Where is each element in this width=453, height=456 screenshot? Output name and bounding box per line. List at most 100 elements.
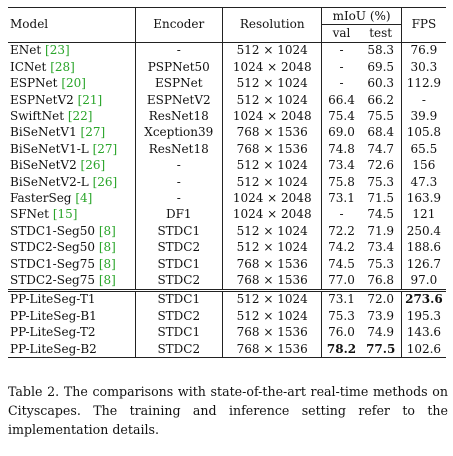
citation-link[interactable]: [15] (52, 207, 78, 222)
citation-link[interactable]: [8] (98, 272, 116, 287)
header-model: Model (8, 7, 136, 43)
cell-model: STDC1-Seg75 [8] (8, 256, 135, 272)
citation-link[interactable]: [27] (92, 141, 118, 156)
cell-fps: 102.6 (400, 340, 446, 359)
cell-resolution: 1024 × 2048 (221, 59, 322, 76)
citation-link[interactable]: [23] (45, 43, 70, 58)
header-row-1: Model Encoder Resolution mIoU (%) FPS (8, 6, 446, 43)
cell-fps: 250.4 (400, 223, 446, 240)
citation-link[interactable]: [8] (98, 240, 116, 255)
table-row: BiSeNetV1 [27] Xception39 768 × 1536 69.0 68… (8, 124, 446, 142)
cell-fps: 188.6 (400, 239, 446, 256)
table-caption: Table 2. The comparisons with state-of-t… (8, 384, 448, 437)
cell-encoder: Xception39 (134, 124, 223, 142)
cell-encoder: ResNet18 (134, 141, 223, 158)
header-resolution: Resolution (221, 7, 322, 43)
cell-model: FasterSeg [4] (8, 190, 135, 206)
cell-resolution: 768 × 1536 (221, 124, 322, 142)
cell-val: 76.0 (321, 324, 361, 341)
cell-encoder: - (134, 41, 223, 60)
cell-test: 66.2 (367, 92, 395, 107)
citation-link[interactable]: [28] (50, 59, 75, 74)
table-body: ENet [23] -512 × 1024-58.3 76.9 ICNet [28] P… (8, 41, 446, 291)
cell-test: 74.9 (367, 325, 395, 340)
table-row: STDC1-Seg75 [8] STDC1 768 × 1536 74.5 75.3 12… (8, 255, 446, 273)
cell-encoder: - (134, 190, 223, 207)
cell-model: BiSeNetV1-L [27] (8, 141, 135, 157)
citation-link[interactable]: [22] (67, 109, 93, 124)
cell-val: 74.8 (321, 141, 361, 158)
cell-val: - (321, 75, 361, 92)
cell-encoder: ESPNetV2 (134, 91, 223, 109)
citation-link[interactable]: [4] (75, 190, 93, 205)
table-row: BiSeNetV1-L [27] ResNet18 768 × 1536 74.8 74… (8, 141, 446, 158)
cell-fps: 156 (400, 157, 446, 174)
cell-encoder: ESPNet (134, 75, 223, 92)
model-name: PP-LiteSeg-T1 (10, 292, 96, 307)
cell-test: 73.9 (367, 308, 395, 323)
model-name: PP-LiteSeg-B2 (10, 341, 97, 356)
cell-model: STDC1-Seg50 [8] (8, 223, 135, 239)
cell-fps: 47.3 (400, 173, 446, 191)
model-name: STDC1-Seg50 (10, 223, 95, 238)
cell-val: 72.2 (321, 223, 361, 240)
cell-val: 75.3 (321, 308, 361, 325)
cell-test: 76.8 (367, 272, 395, 287)
cell-resolution: 768 × 1536 (221, 324, 322, 341)
cell-fps: 143.6 (400, 324, 446, 341)
model-name: ICNet (10, 59, 47, 74)
cell-model: BiSeNetV2 [26] (8, 158, 135, 174)
cell-val: 66.4 (321, 91, 361, 109)
table-row: ENet [23] -512 × 1024-58.3 76.9 (8, 41, 446, 60)
model-name: BiSeNetV2-L (10, 174, 89, 189)
model-name: SwiftNet (10, 109, 65, 124)
cell-resolution: 512 × 1024 (221, 157, 322, 174)
table-body-ours: PP-LiteSeg-T1 STDC1 512 × 1024 73.1 72.0 273.… (8, 288, 446, 359)
header-miou: mIoU (%) (321, 6, 402, 26)
cell-val: 78.2 (321, 340, 361, 359)
model-name: BiSeNetV1-L (10, 141, 89, 156)
table-row: PP-LiteSeg-B2 STDC2 768 × 1536 78.2 77.5 102.… (8, 340, 446, 359)
model-name: FasterSeg (10, 190, 72, 205)
cell-resolution: 512 × 1024 (221, 223, 322, 240)
cell-val: 74.2 (321, 239, 361, 256)
cell-encoder: STDC2 (134, 340, 223, 359)
cell-encoder: PSPNet50 (134, 59, 223, 76)
cell-model: STDC2-Seg75 [8] (8, 272, 135, 290)
cell-test: 75.3 (367, 256, 395, 271)
cell-encoder: STDC2 (134, 308, 223, 325)
cell-fps: 30.3 (400, 59, 446, 76)
model-name: BiSeNetV2 (10, 158, 77, 173)
cell-test: 74.7 (367, 141, 395, 156)
citation-link[interactable]: [8] (98, 223, 116, 238)
model-name: STDC1-Seg75 (10, 256, 95, 271)
cell-fps: 195.3 (400, 308, 446, 325)
citation-link[interactable]: [27] (80, 125, 106, 140)
cell-test: 74.5 (367, 207, 395, 222)
table-row: ESPNet [20] ESPNet 512 × 1024-60.3 112.9 (8, 75, 446, 92)
header-test: test (369, 26, 393, 41)
cell-encoder: STDC2 (134, 239, 223, 256)
table-row: ICNet [28] PSPNet50 1024 × 2048-69.5 30.3 (8, 59, 446, 76)
cell-fps: 121 (400, 206, 446, 224)
table-row: STDC2-Seg50 [8] STDC2 512 × 1024 74.2 73.4 18… (8, 239, 446, 256)
cell-resolution: 1024 × 2048 (221, 190, 322, 207)
citation-link[interactable]: [26] (80, 158, 106, 173)
cell-val: 77.0 (321, 272, 361, 291)
citation-link[interactable]: [26] (92, 174, 118, 189)
citation-link[interactable]: [20] (61, 76, 86, 91)
cell-test: 77.5 (360, 340, 402, 359)
header-fps: FPS (400, 7, 446, 43)
cell-test: 72.6 (367, 158, 395, 173)
cell-val: - (321, 206, 361, 224)
cell-test: 71.5 (367, 190, 395, 205)
cell-resolution: 768 × 1536 (221, 255, 322, 273)
citation-link[interactable]: [21] (77, 92, 103, 107)
citation-link[interactable]: [8] (98, 256, 116, 271)
table-row: FasterSeg [4] -1024 × 2048 73.1 71.5 163.9 (8, 190, 446, 207)
cell-resolution: 512 × 1024 (221, 239, 322, 256)
cell-resolution: 512 × 1024 (221, 91, 322, 109)
cell-val: 69.0 (321, 124, 361, 142)
cell-encoder: ResNet18 (134, 108, 223, 125)
